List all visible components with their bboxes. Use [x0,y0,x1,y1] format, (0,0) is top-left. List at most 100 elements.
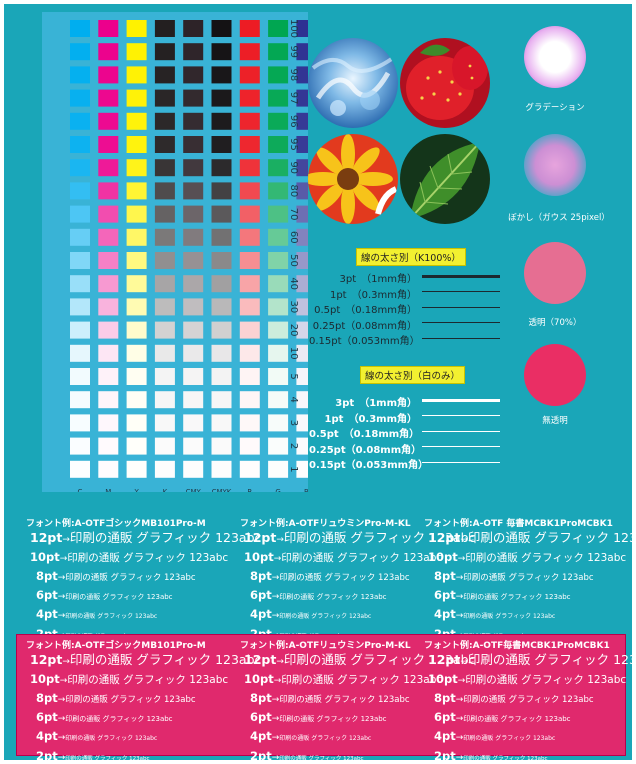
arrow-right-icon: → [455,592,464,602]
swatch-cmy-80 [183,182,204,200]
swatch-c-60 [70,228,90,246]
font-size-label: 2pt [250,749,272,760]
percent-label: 40 [288,277,299,290]
font-sample-text: 印刷の通販 グラフィック 123abc [467,530,632,545]
line-width-label: 0.25pt（0.08mm角） [312,320,417,332]
line-width-label: 0.15pt（0.053mm角） [309,336,420,347]
swatch-g-1 [268,460,289,478]
swatch-g-20 [268,321,289,339]
font-size-label: 6pt [434,588,456,602]
swatch-b-40 [296,275,308,293]
strawberry-photo [400,38,490,128]
swatch-cmyk-90 [211,159,232,177]
font-sample-line: 6pt→印刷の通販 グラフィック 123abc [250,708,475,727]
font-sample-line: 12pt→印刷の通販 グラフィック 123abc [428,529,632,548]
swatch-r-3 [239,414,260,432]
font-sample-line: 12pt→印刷の通販 グラフィック 123abc [30,529,261,548]
swatch-cmy-90 [183,159,204,177]
swatch-y-95 [126,136,147,153]
font-sample-line: 4pt→印刷の通販 グラフィック 123abc [36,727,261,747]
arrow-right-icon: → [457,554,466,564]
percent-label: 80 [288,185,299,198]
swatch-y-5 [126,368,147,385]
swatch-cmyk-5 [211,368,232,385]
swatch-cmy-98 [183,66,204,84]
swatch-cmyk-98 [211,66,232,84]
swatch-r-99 [239,43,260,61]
swatch-b-30 [296,298,308,316]
line-width-label: 1pt （0.3mm角） [329,289,417,301]
swatch-b-95 [296,136,308,153]
swatch-cmy-5 [183,368,204,385]
swatch-y-10 [126,344,147,362]
arrow-right-icon: → [57,733,66,743]
swatch-r-40 [239,275,260,293]
font-size-label: 10pt [428,550,458,564]
swatch-r-80 [239,182,260,200]
swatch-cmyk-95 [211,136,232,153]
font-sample-text: 印刷の通販 グラフィック 123abc [65,593,173,601]
swatch-k-99 [154,43,175,61]
swatch-m-95 [98,136,119,153]
swatch-c-1 [70,460,90,478]
swatch-cmy-97 [183,89,204,107]
arrow-right-icon: → [57,714,66,724]
percent-label: 3 [288,420,299,426]
font-sample-line: 4pt→印刷の通販 グラフィック 123abc [36,605,261,625]
swatch-c-95 [70,136,90,153]
swatch-r-4 [239,391,260,409]
swatch-g-99 [268,43,289,61]
blur-label: ぼかし（ガウス 25pixel） [508,213,610,223]
font-sample-text: 印刷の通販 グラフィック 123abc [463,695,594,705]
arrow-right-icon: → [57,592,66,602]
swatch-k-40 [154,275,175,293]
swatch-cmy-70 [183,205,204,223]
color-swatch-panel: 100 99 98 97 96 95 90 80 70 60 50 40 30 20 10 5 4 3 2 1 C M Y K… [42,12,308,492]
swatch-r-60 [239,228,260,246]
swatch-k-95 [154,136,175,153]
swatch-cmyk-80 [211,182,232,200]
swatch-g-4 [268,391,289,409]
swatch-b-80 [296,182,308,200]
arrow-right-icon: → [455,573,464,583]
swatch-c-70 [70,205,90,223]
water-splash-photo [308,38,398,128]
swatch-cmyk-3 [211,414,232,432]
font-sample-text: 印刷の通販 グラフィック 123abc [67,674,229,686]
percent-label: 96 [288,115,299,128]
font-sample-text: 印刷の通販 グラフィック 123abc [65,715,173,723]
swatch-y-100 [126,20,147,37]
font-sample-column: フォント例:A-OTFリュウミンPro-M-KL 12pt→印刷の通販 グラフィッ… [240,516,475,645]
line-width-label: 3pt （1mm角） [339,274,417,285]
swatch-b-2 [296,437,308,455]
font-size-label: 12pt [428,530,461,545]
swatch-y-30 [126,298,147,316]
swatch-c-20 [70,321,90,339]
swatch-r-70 [239,205,260,223]
font-sample-line: 2pt→印刷の通販 グラフィック 123abc [36,747,261,760]
swatch-b-3 [296,414,308,432]
swatch-y-1 [126,460,147,478]
font-sample-text: 印刷の通販 グラフィック 123abc [279,715,387,723]
swatch-k-96 [154,112,175,130]
font-sample-text: 印刷の通販 グラフィック 123abc [283,652,476,667]
swatch-c-96 [70,112,90,130]
font-sample-line: 6pt→印刷の通販 グラフィック 123abc [36,586,261,605]
swatch-b-98 [296,66,308,84]
swatch-b-1 [296,460,308,478]
percent-label: 10 [288,347,299,360]
swatch-c-98 [70,66,90,84]
swatch-m-70 [98,205,119,223]
font-sample-line: 10pt→印刷の通販 グラフィック 123abc [428,548,632,567]
swatch-cmy-95 [183,136,204,153]
swatch-cmyk-97 [211,89,232,107]
font-sample-line: 8pt→印刷の通販 グラフィック 123abc [434,689,632,708]
swatch-k-50 [154,252,175,269]
line-width-sample-bar [422,415,500,416]
font-sample-line: 6pt→印刷の通販 グラフィック 123abc [250,586,475,605]
swatch-g-2 [268,437,289,455]
column-label-m: M [105,488,111,492]
font-sample-text: 印刷の通販 グラフィック 123abc [467,652,632,667]
swatch-y-90 [126,159,147,177]
